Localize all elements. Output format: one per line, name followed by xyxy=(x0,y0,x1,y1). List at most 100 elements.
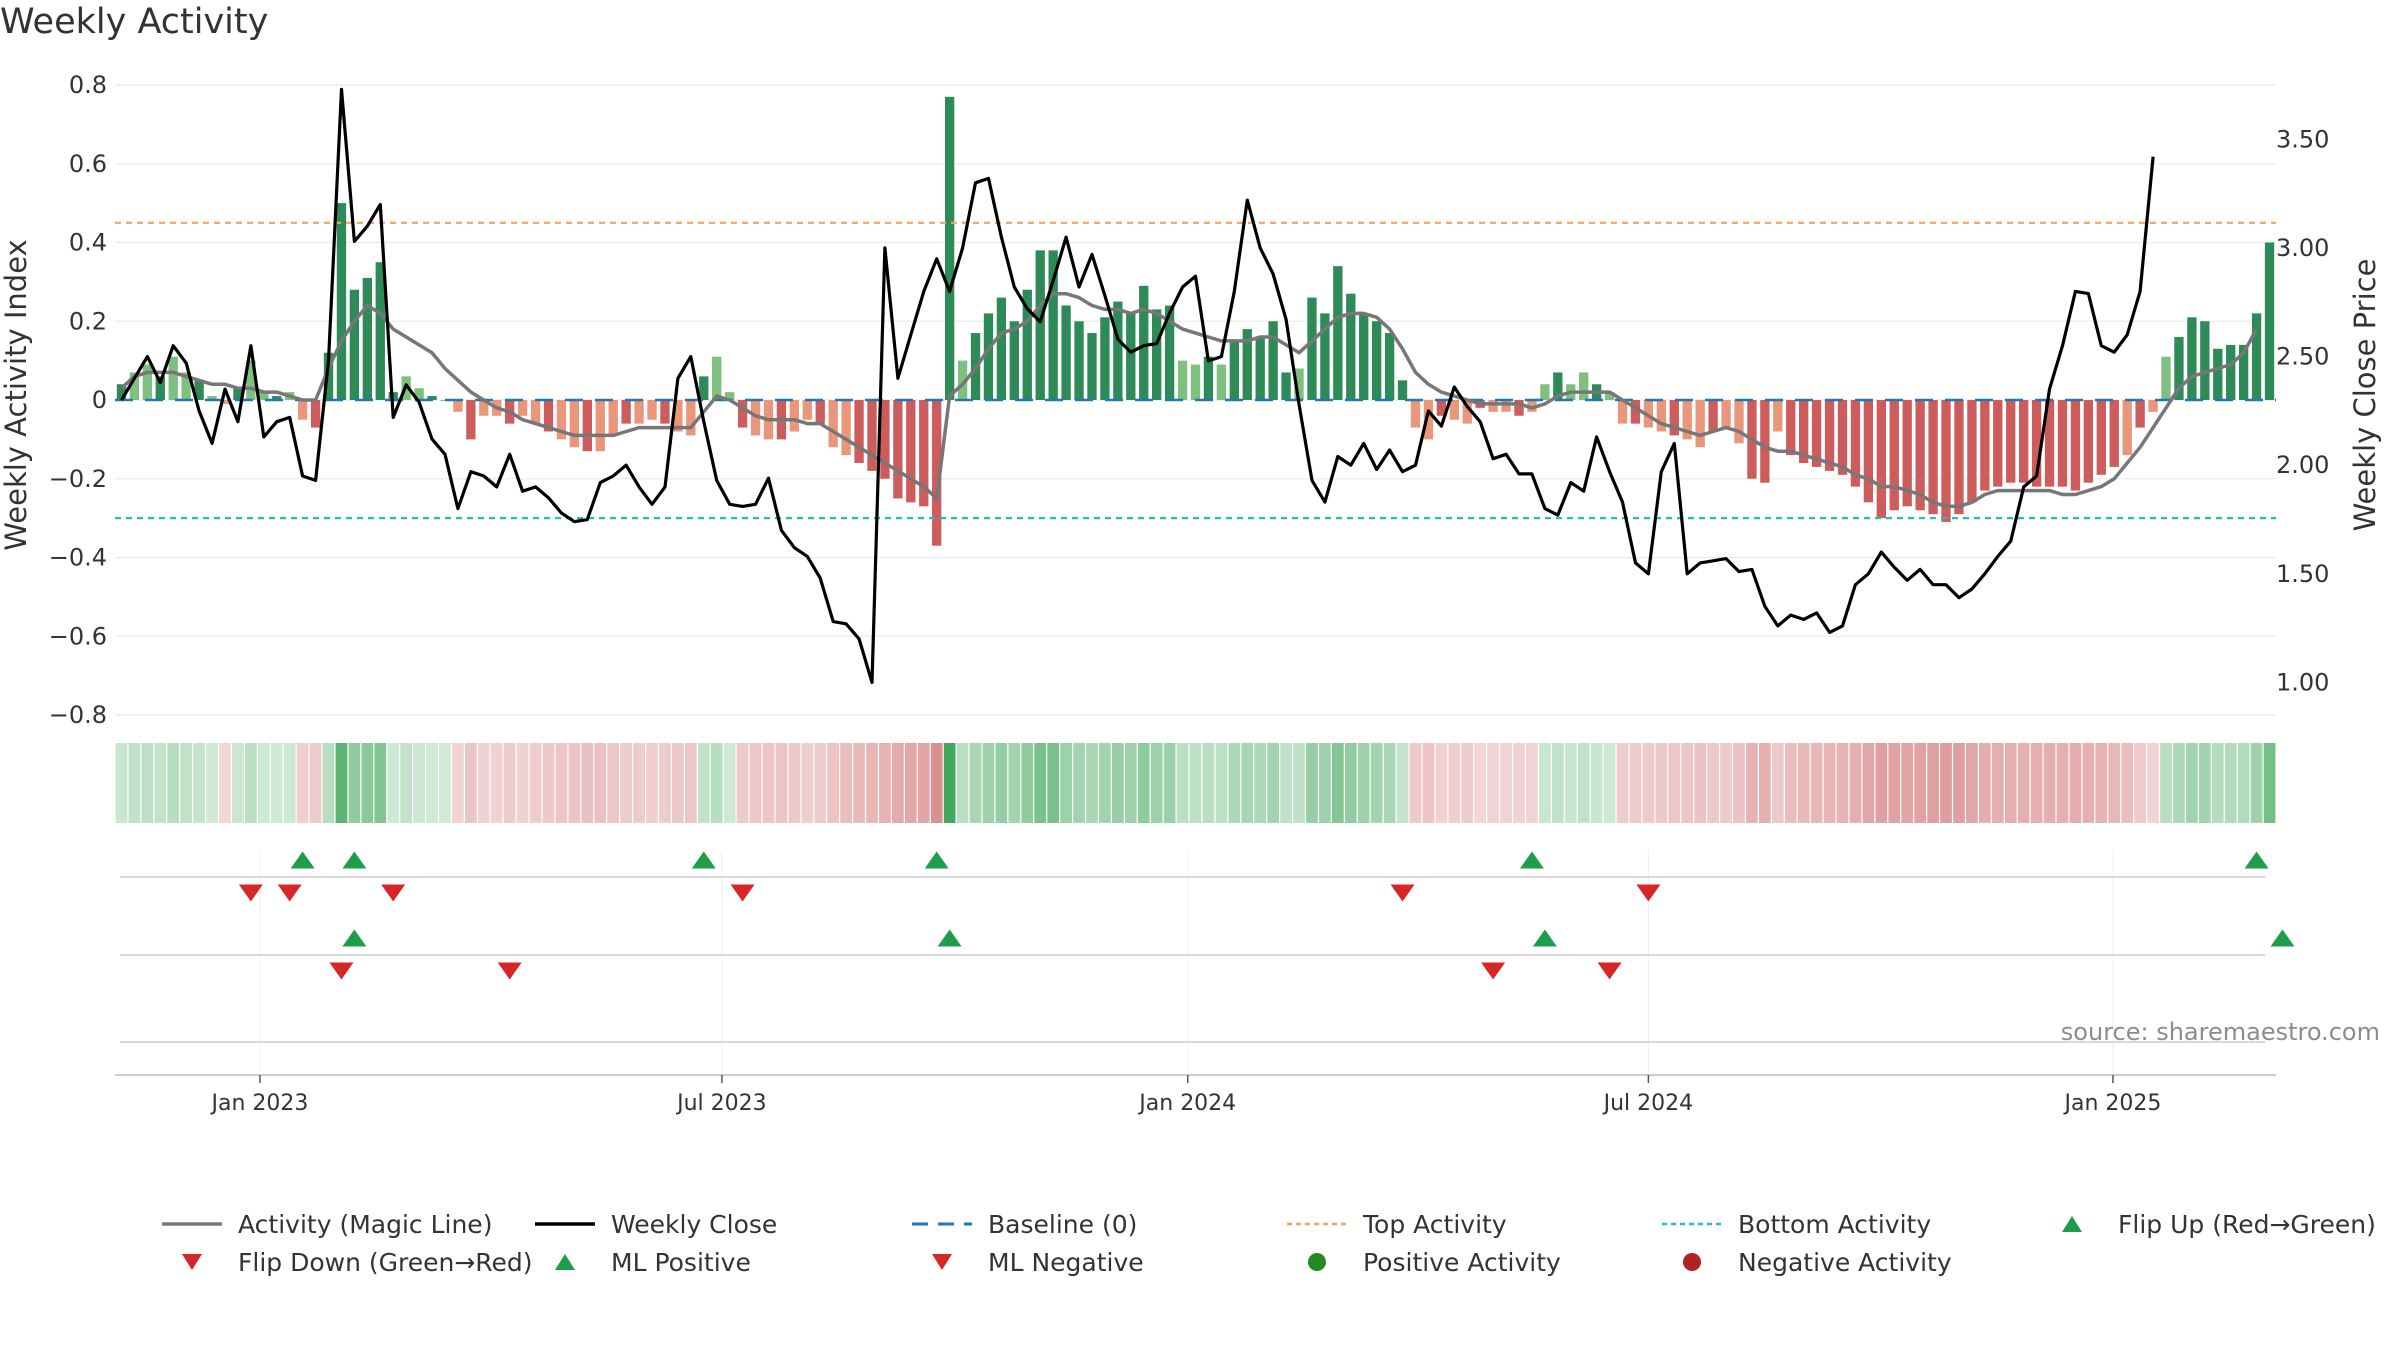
activity-bar xyxy=(168,356,178,400)
heat-cell xyxy=(503,743,516,823)
heat-cell xyxy=(270,743,283,823)
activity-bar xyxy=(155,376,165,400)
heat-cell xyxy=(1228,743,1241,823)
activity-bar xyxy=(1449,400,1459,420)
heat-cell xyxy=(1875,743,1888,823)
legend-item-label: Top Activity xyxy=(1363,1209,1507,1239)
heat-cell xyxy=(2017,743,2030,823)
heat-cell xyxy=(892,743,904,823)
y-left-tick-label: −0.6 xyxy=(49,622,107,650)
heat-cell xyxy=(1267,743,1280,823)
heat-cell xyxy=(736,743,749,823)
heat-cell xyxy=(1487,743,1499,823)
triangle-down-red-legend-icon xyxy=(932,1254,952,1270)
dashed-blue-legend-icon xyxy=(912,1222,972,1226)
heat-cell xyxy=(1655,743,1668,823)
activity-bar xyxy=(1320,313,1330,400)
activity-bar xyxy=(1993,400,2003,487)
heat-cell xyxy=(2173,743,2185,823)
dotted-cyan-legend-icon xyxy=(1662,1222,1722,1226)
activity-bar xyxy=(1113,301,1123,400)
activity-bar xyxy=(1773,400,1783,432)
activity-bar xyxy=(1604,392,1615,400)
activity-bar xyxy=(1074,321,1084,400)
y-right-tick-label: 1.00 xyxy=(2276,668,2329,696)
y-axis-left-label: Weekly Activity Index xyxy=(0,239,33,550)
activity-bar xyxy=(1954,400,1964,515)
heat-cell xyxy=(762,743,775,823)
activity-bar xyxy=(1100,317,1110,400)
activity-bar xyxy=(1255,337,1265,400)
flip-down-marker xyxy=(1636,884,1661,902)
heat-cell xyxy=(1060,743,1072,823)
legend-item: Negative Activity xyxy=(1660,1243,1952,1281)
circle-green-legend-icon xyxy=(1308,1253,1326,1271)
activity-bar xyxy=(233,388,243,400)
legend-item: ML Negative xyxy=(910,1243,1144,1281)
flip-down-marker xyxy=(381,884,406,902)
heat-cell xyxy=(1526,743,1538,823)
heat-cell xyxy=(245,743,257,823)
flip-up-marker xyxy=(924,851,949,869)
heat-cell xyxy=(2056,743,2069,823)
activity-bar xyxy=(1359,313,1369,400)
chart-title: Weekly Activity xyxy=(0,2,269,42)
source-note: source: sharemaestro.com xyxy=(2061,1018,2380,1046)
y-left-tick-label: −0.8 xyxy=(49,701,107,729)
activity-bar xyxy=(1501,400,1511,412)
heat-cell xyxy=(684,743,697,823)
activity-bar xyxy=(983,313,994,400)
flip-down-marker xyxy=(1390,884,1415,902)
legend-item: Positive Activity xyxy=(1285,1243,1561,1281)
activity-bar xyxy=(1035,250,1045,400)
heat-cell xyxy=(1344,743,1357,823)
y-right-tick-label: 1.50 xyxy=(2276,560,2329,588)
heat-cell xyxy=(1422,743,1435,823)
activity-bar xyxy=(1837,400,1848,475)
heat-cell xyxy=(1383,743,1396,823)
legend-item-label: Flip Up (Red→Green) xyxy=(2118,1209,2376,1239)
activity-bar xyxy=(297,400,308,420)
heat-cell xyxy=(697,743,710,823)
heat-cell xyxy=(788,743,801,823)
activity-bar xyxy=(1462,400,1472,424)
activity-bar xyxy=(2226,344,2236,400)
heat-cell xyxy=(1991,743,2004,823)
heat-cell xyxy=(309,743,322,823)
activity-bar xyxy=(246,360,256,400)
activity-bar xyxy=(181,372,191,400)
heat-cell xyxy=(1293,743,1305,823)
activity-bar xyxy=(1126,313,1136,400)
heat-cell xyxy=(2211,743,2224,823)
circle-red-legend-icon xyxy=(1683,1253,1701,1271)
y-right-tick-label: 2.50 xyxy=(2276,343,2329,371)
activity-bar xyxy=(427,396,437,400)
heat-cell xyxy=(115,743,128,823)
heat-cell xyxy=(1629,743,1642,823)
activity-heat-strip xyxy=(115,743,2276,823)
activity-bar xyxy=(1902,400,1912,507)
heat-cell xyxy=(1086,743,1098,823)
activity-bar xyxy=(750,400,761,436)
heat-cell xyxy=(1810,743,1823,823)
flip-up-marker xyxy=(2244,851,2269,869)
heat-cell xyxy=(348,743,361,823)
heat-cell xyxy=(723,743,736,823)
activity-bars xyxy=(116,96,2275,546)
activity-bar xyxy=(2109,400,2119,467)
activity-bar xyxy=(517,400,528,416)
heat-cell xyxy=(646,743,658,823)
activity-bar xyxy=(530,400,541,424)
heat-cell xyxy=(2095,743,2108,823)
weekly-close-line xyxy=(120,87,2155,685)
activity-bar xyxy=(1540,384,1550,400)
heat-cell xyxy=(167,743,180,823)
x-tick-label: Jan 2024 xyxy=(1137,1091,1236,1116)
heat-cell xyxy=(1008,743,1021,823)
activity-bar xyxy=(699,376,709,400)
x-tick-label: Jul 2024 xyxy=(1602,1091,1694,1116)
legend-item: Flip Down (Green→Red) xyxy=(160,1243,533,1281)
heat-cell xyxy=(1603,743,1616,823)
activity-bar xyxy=(1553,372,1563,400)
heat-cell xyxy=(1616,743,1629,823)
